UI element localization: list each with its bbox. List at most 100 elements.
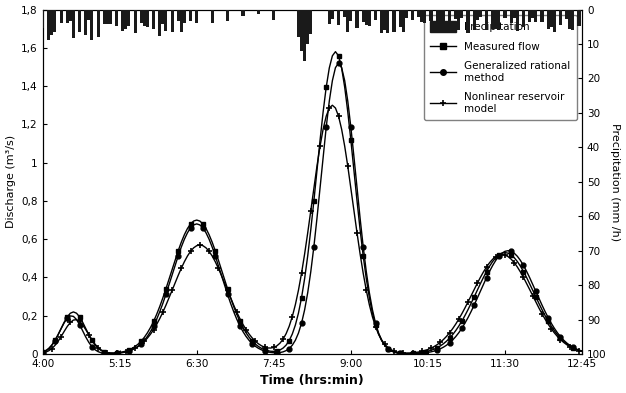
Bar (368, 9, 371, 26)
Bar (115, 9, 118, 26)
Bar (572, 9, 575, 29)
Bar (133, 9, 136, 33)
Bar (417, 9, 420, 17)
Bar (146, 9, 149, 28)
Bar (386, 9, 389, 33)
Bar (497, 9, 500, 30)
Bar (87, 9, 90, 20)
Bar (85, 9, 87, 35)
Bar (72, 9, 75, 38)
Bar (165, 9, 167, 31)
Bar (127, 9, 130, 26)
Bar (439, 9, 442, 22)
Bar (328, 9, 331, 24)
Bar (460, 9, 463, 18)
Bar (180, 9, 183, 33)
Bar (577, 9, 580, 26)
Bar (393, 9, 396, 32)
Y-axis label: Precipitation (mm /h): Precipitation (mm /h) (610, 123, 620, 241)
Bar (106, 9, 109, 24)
Bar (380, 9, 383, 33)
Bar (303, 9, 306, 61)
Bar (242, 9, 245, 16)
Bar (331, 9, 334, 18)
Bar (158, 9, 162, 36)
Bar (140, 9, 143, 23)
Bar (143, 9, 146, 26)
Bar (125, 9, 127, 29)
Bar (546, 9, 550, 29)
Bar (457, 9, 460, 30)
Bar (162, 9, 165, 24)
Bar (454, 9, 457, 19)
Bar (306, 9, 309, 44)
Bar (399, 9, 402, 27)
Bar (177, 9, 180, 21)
Bar (226, 9, 229, 21)
Bar (69, 9, 72, 21)
Bar (553, 9, 556, 32)
Bar (152, 9, 155, 29)
Legend: Precipitation, Measured flow, Generalized rational
method, Nonlinear reservoir
m: Precipitation, Measured flow, Generalize… (424, 15, 577, 120)
Bar (300, 9, 303, 51)
Bar (405, 9, 408, 18)
Bar (309, 9, 312, 34)
Bar (343, 9, 346, 17)
Bar (423, 9, 426, 23)
Bar (349, 9, 352, 21)
Bar (559, 9, 562, 25)
Bar (503, 9, 506, 18)
Bar (365, 9, 368, 26)
Bar (383, 9, 386, 30)
Bar (195, 9, 198, 23)
Bar (429, 9, 433, 21)
Bar (189, 9, 192, 21)
Y-axis label: Discharge (m³/s): Discharge (m³/s) (6, 135, 16, 228)
Bar (494, 9, 497, 29)
Bar (534, 9, 537, 22)
Bar (522, 9, 525, 27)
Bar (109, 9, 112, 24)
Bar (565, 9, 568, 18)
Bar (66, 9, 69, 23)
Bar (473, 9, 476, 30)
Bar (337, 9, 340, 25)
Bar (476, 9, 479, 20)
X-axis label: Time (hrs:min): Time (hrs:min) (260, 375, 364, 387)
Bar (531, 9, 534, 18)
Bar (356, 9, 359, 28)
Bar (183, 9, 186, 24)
Bar (540, 9, 543, 22)
Bar (528, 9, 531, 22)
Bar (436, 9, 439, 31)
Bar (550, 9, 553, 28)
Bar (121, 9, 125, 31)
Bar (47, 9, 50, 40)
Bar (41, 9, 44, 28)
Bar (491, 9, 494, 29)
Bar (50, 9, 53, 35)
Bar (96, 9, 100, 37)
Bar (346, 9, 349, 32)
Bar (568, 9, 572, 29)
Bar (210, 9, 213, 23)
Bar (374, 9, 377, 20)
Bar (485, 9, 488, 31)
Bar (510, 9, 513, 23)
Bar (513, 9, 516, 18)
Bar (479, 9, 482, 17)
Bar (53, 9, 56, 32)
Bar (448, 9, 451, 26)
Bar (442, 9, 445, 21)
Bar (420, 9, 423, 22)
Bar (516, 9, 519, 31)
Bar (362, 9, 365, 22)
Bar (59, 9, 63, 23)
Bar (272, 9, 275, 20)
Bar (402, 9, 405, 32)
Bar (90, 9, 93, 40)
Bar (103, 9, 106, 24)
Bar (466, 9, 470, 33)
Bar (78, 9, 81, 32)
Bar (297, 9, 300, 37)
